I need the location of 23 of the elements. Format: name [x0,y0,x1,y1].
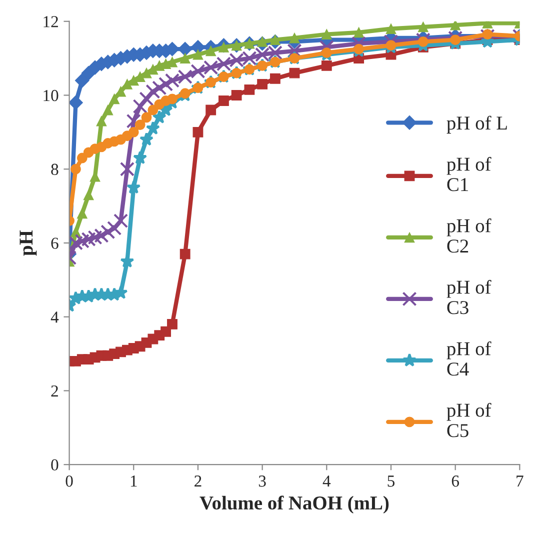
y-tick-label: 12 [44,16,58,28]
legend-label: pH of C2 [446,218,492,253]
x-tick-label: 5 [388,476,395,487]
legend-label: pH of C3 [446,280,492,314]
x-tick-label: 7 [516,476,524,487]
legend-label: pH of C1 [446,156,492,192]
x-tick-label: 6 [452,476,460,487]
y-tick-label: 0 [51,459,58,471]
y-axis-title: pH [20,230,37,256]
y-tick-label: 10 [44,90,58,102]
legend-label: pH of L [446,116,507,134]
x-tick-label: 2 [194,476,202,487]
x-tick-label: 0 [66,475,73,487]
y-tick-label: 6 [51,238,58,249]
x-tick-label: 1 [130,476,137,487]
y-tick-label: 2 [51,385,58,396]
legend-label: pH of C5 [446,402,492,438]
y-tick-label: 8 [51,164,58,176]
x-tick-label: 4 [322,476,331,487]
y-tick-label: 4 [50,312,59,323]
legend-label: pH of C4 [446,341,492,376]
x-axis-title: Volume of NaOH (mL) [200,496,389,514]
x-tick-label: 3 [258,476,266,487]
